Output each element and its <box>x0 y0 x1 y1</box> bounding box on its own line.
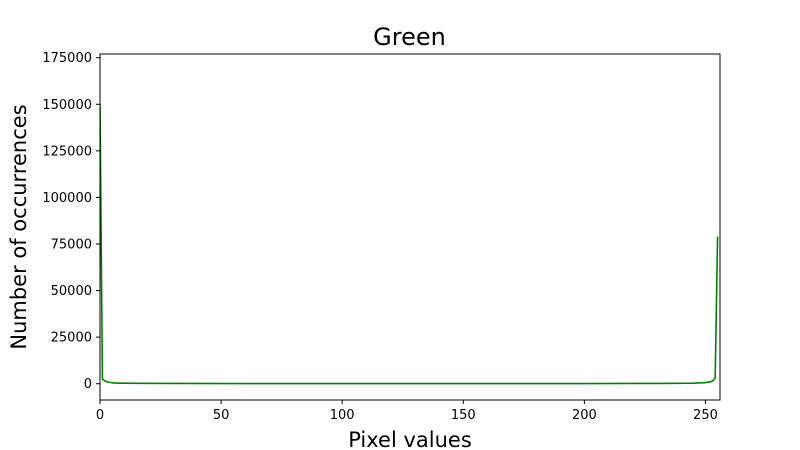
plot-frame <box>99 53 721 401</box>
x-tick-label: 0 <box>96 408 104 423</box>
x-tick-label: 150 <box>451 408 476 423</box>
y-tick-label: 0 <box>84 377 92 392</box>
y-tick-label: 100000 <box>42 191 92 206</box>
x-tick-label: 200 <box>572 408 597 423</box>
y-tick-label: 50000 <box>51 284 92 299</box>
y-tick-label: 75000 <box>51 237 92 252</box>
chart-title: Green <box>373 23 446 51</box>
y-tick-label: 150000 <box>42 98 92 113</box>
x-tick-label: 100 <box>330 408 355 423</box>
x-tick-label: 50 <box>213 408 230 423</box>
y-tick-label: 175000 <box>42 51 92 66</box>
x-axis-label: Pixel values <box>348 428 472 450</box>
x-tick-label: 250 <box>693 408 718 423</box>
y-tick-label: 125000 <box>42 144 92 159</box>
y-axis: 0 25000 50000 75000 100000 125000 150000 175000 <box>42 51 100 392</box>
series-layer <box>100 104 719 385</box>
y-axis-label: Number of occurrences <box>7 104 31 349</box>
x-axis: 0 50 100 150 200 250 <box>96 400 718 423</box>
y-tick-label: 25000 <box>51 331 92 346</box>
series-line-0 <box>100 104 719 385</box>
